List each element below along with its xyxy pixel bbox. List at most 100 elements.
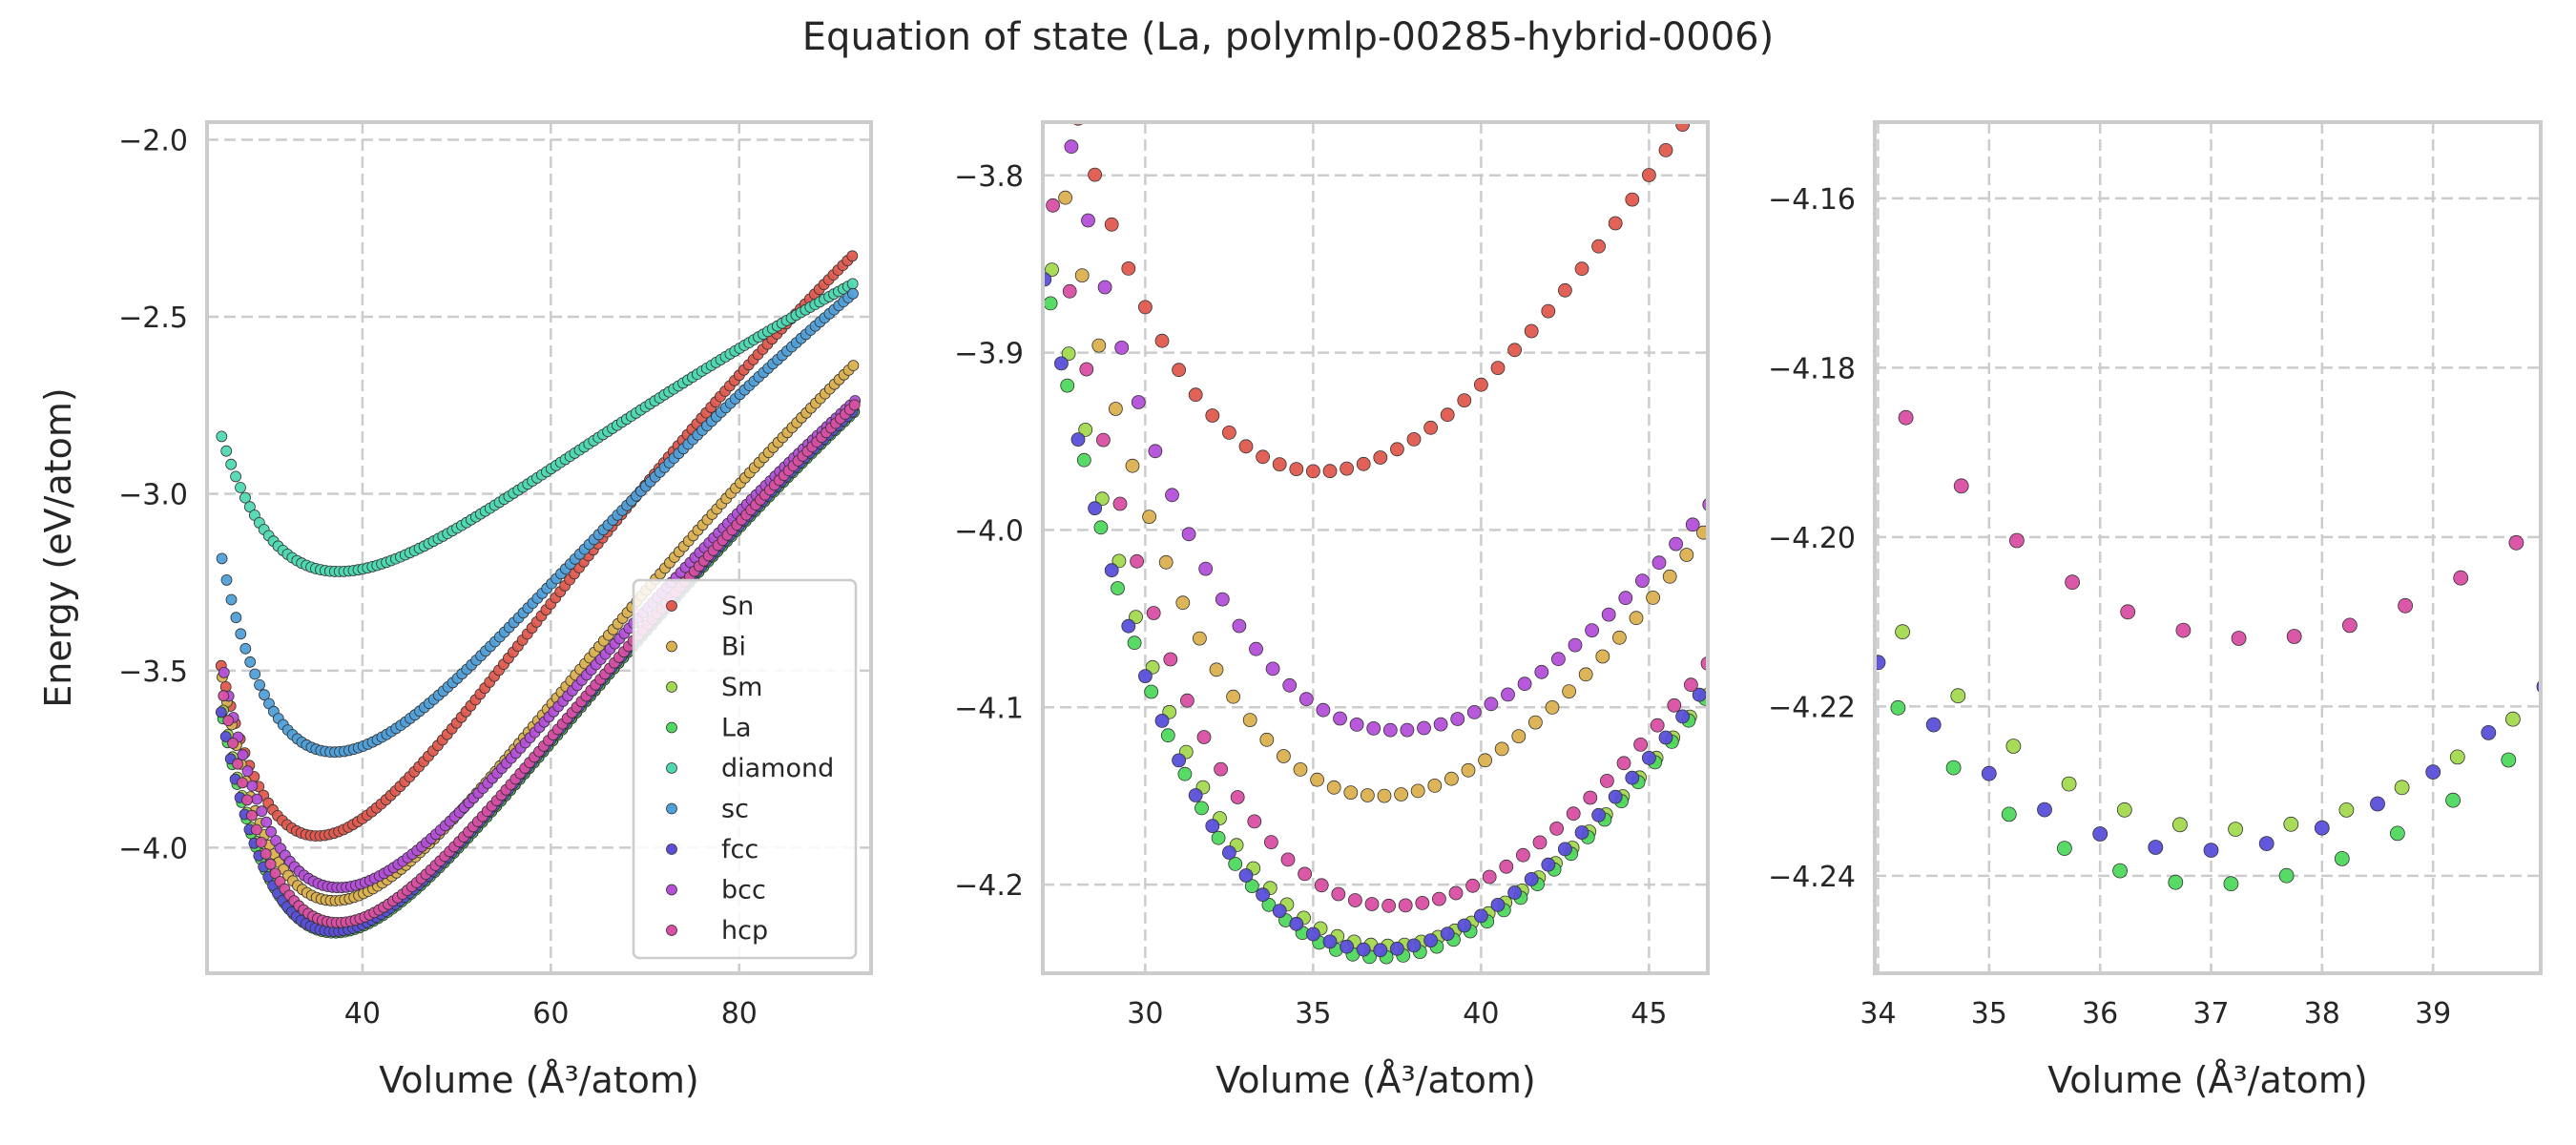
data-point-La [2501, 752, 2517, 768]
data-point-bcc [1466, 705, 1482, 719]
data-point-hcp [232, 758, 244, 770]
data-point-hcp [1616, 756, 1631, 771]
legend-item-Sn: Sn [666, 592, 754, 621]
legend-label: Bi [721, 633, 746, 662]
data-point-Sm [1061, 346, 1076, 362]
data-point-hcp [1898, 409, 1914, 426]
data-point-hcp [1499, 859, 1514, 874]
data-point-bcc [1382, 722, 1398, 738]
series-Sn [215, 250, 859, 842]
data-point-Bi [1461, 762, 1476, 778]
legend-box [632, 578, 858, 960]
series-hcp [1046, 198, 1708, 913]
data-point-La [2001, 806, 2017, 822]
data-point-hcp [1566, 806, 1581, 822]
data-point-hcp [255, 837, 267, 848]
data-point-Sn [1474, 377, 1488, 392]
x-tick-label: 37 [2192, 997, 2229, 1030]
legend-marker [666, 925, 677, 936]
panel-zoom-1: 30 35 40 45 −3.8 −3.9 −4.0 −4.1 −4.2 [954, 120, 1710, 1030]
data-point-Sm [1129, 610, 1143, 624]
data-point-hcp [260, 848, 272, 860]
data-point-Sn [1457, 393, 1472, 408]
data-point-Sm [1950, 688, 1966, 704]
data-point-hcp [1062, 283, 1077, 299]
data-point-Bi [847, 360, 860, 372]
y-axis-label: Energy (eV/atom) [37, 387, 79, 707]
data-point-Sm [2116, 802, 2132, 818]
series-hcp [218, 399, 861, 928]
axes-frame [205, 120, 873, 975]
data-point-fcc [2037, 802, 2052, 818]
axes-frame [1873, 120, 2543, 975]
data-point-fcc [1373, 943, 1388, 958]
data-point-bcc [1484, 697, 1499, 712]
series-sc [216, 287, 859, 759]
data-point-hcp [1130, 553, 1144, 569]
data-point-La [1093, 520, 1109, 535]
data-point-hcp [1364, 897, 1380, 911]
data-point-fcc [1306, 926, 1320, 942]
data-point-Bi [1310, 772, 1324, 787]
data-point-Sn [1490, 361, 1506, 376]
data-point-Bi [1091, 338, 1107, 353]
data-point-bcc [1501, 687, 1515, 702]
data-point-hcp [1633, 738, 1648, 752]
legend-marker [666, 640, 677, 653]
data-point-Sn [1541, 303, 1556, 319]
data-point-hcp [1196, 730, 1212, 744]
legend-item-sc: sc [666, 795, 749, 824]
x-tick-label: 39 [2415, 997, 2451, 1030]
data-point-La [1228, 857, 1243, 871]
panel-full-range: 40 60 80 −2.0 −2.5 −3.0 −3.5 −4.0 [118, 120, 873, 1030]
data-point-fcc [1272, 904, 1287, 918]
data-point-fcc [219, 731, 232, 742]
data-point-Bi [1528, 715, 1543, 730]
data-point-La [2168, 874, 2184, 890]
data-point-hcp [2508, 534, 2524, 551]
data-point-fcc [1625, 770, 1640, 785]
data-point-Sn [1138, 300, 1153, 315]
data-point-Bi [1343, 785, 1359, 800]
y-tick-label: −3.0 [118, 478, 188, 511]
data-point-bcc [218, 667, 230, 678]
data-point-Sn [1608, 216, 1623, 231]
data-point-hcp [2175, 622, 2192, 638]
legend-marker [666, 762, 677, 774]
data-point-fcc [1490, 898, 1506, 912]
data-point-Sn [1507, 343, 1522, 358]
data-point-fcc [1591, 807, 1606, 822]
series-diamond [216, 278, 859, 577]
data-point-hcp [1280, 852, 1296, 867]
data-point-fcc [1875, 655, 1886, 671]
x-tick-label: 36 [2082, 997, 2118, 1030]
data-point-La [1177, 766, 1193, 781]
x-axis-label-1: Volume (Å³/atom) [1215, 1059, 1536, 1101]
data-point-Bi [1612, 630, 1627, 645]
data-point-hcp [1482, 869, 1497, 885]
series-La [1043, 296, 1708, 965]
data-point-bcc [1601, 607, 1616, 622]
data-point-La [2334, 851, 2350, 866]
data-point-bcc [1249, 641, 1263, 656]
data-point-bcc [241, 765, 254, 777]
data-point-sc [847, 287, 859, 300]
data-point-fcc [1322, 934, 1338, 949]
data-point-fcc [215, 706, 227, 718]
data-point-Sm [2171, 817, 2188, 833]
data-point-Sn [1088, 167, 1102, 182]
data-point-hcp [1549, 822, 1564, 836]
data-point-diamond [243, 501, 256, 513]
data-point-Sn [1205, 408, 1220, 423]
data-point-fcc [1675, 709, 1690, 724]
data-point-fcc [1423, 933, 1438, 947]
data-point-Bi [1696, 525, 1708, 540]
data-point-La [1060, 378, 1075, 393]
data-point-fcc [1188, 788, 1203, 802]
data-point-Sn [1322, 464, 1338, 479]
data-point-Sn [1256, 449, 1270, 465]
data-point-fcc [2148, 840, 2164, 855]
data-point-fcc [1356, 942, 1371, 957]
data-point-sc [216, 552, 228, 565]
y-tick-label: −4.22 [1768, 691, 1856, 724]
